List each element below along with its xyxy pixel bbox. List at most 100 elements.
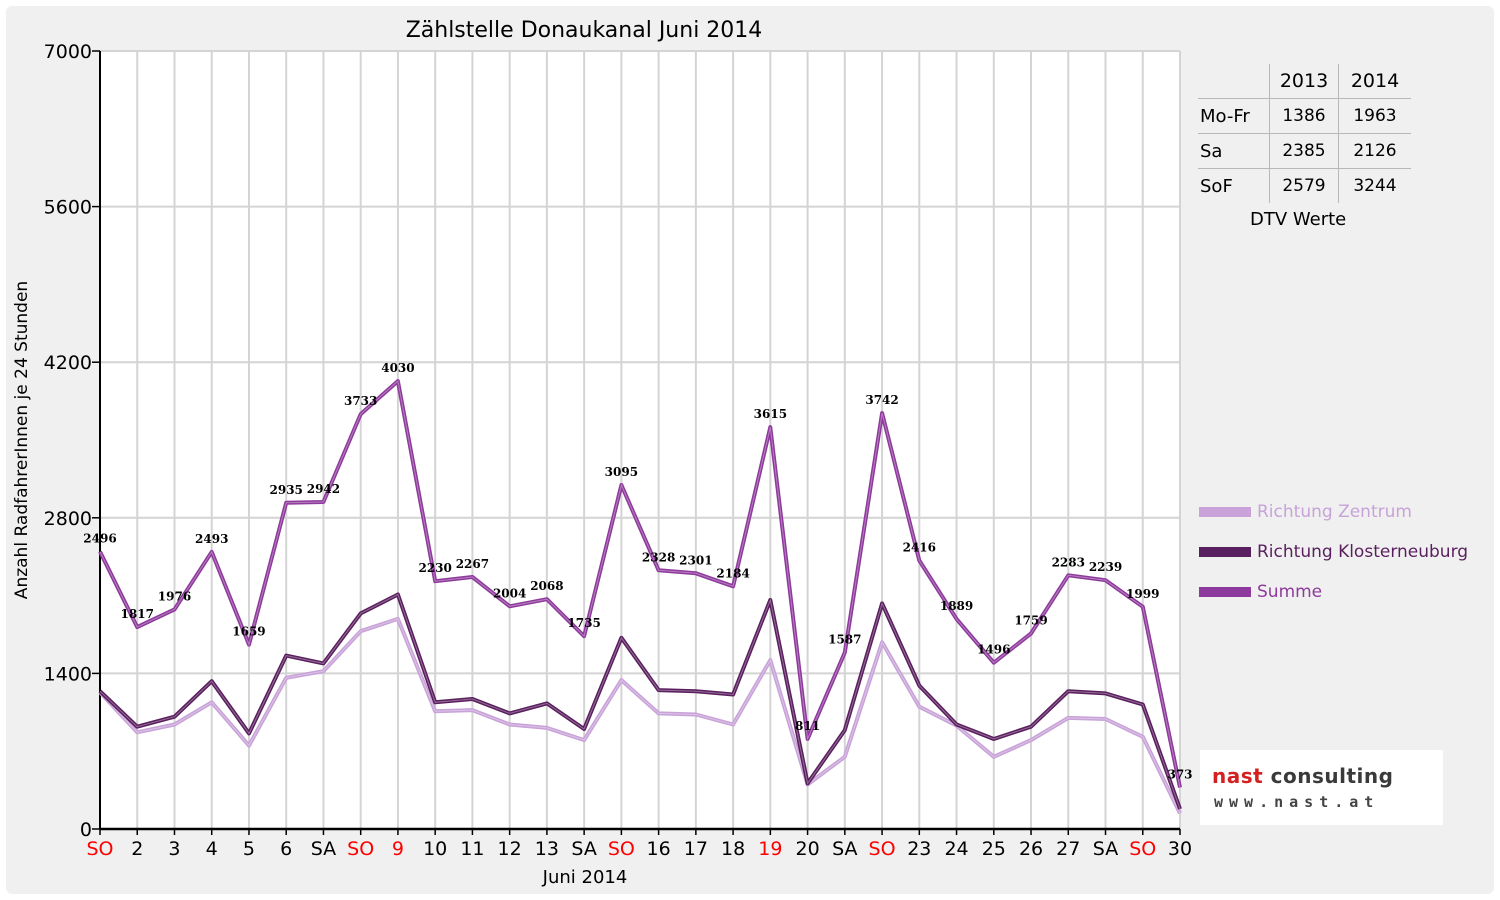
data-label: 1976 bbox=[158, 589, 191, 603]
x-tick-label: 19 bbox=[758, 838, 782, 860]
y-tick-label: 2800 bbox=[44, 508, 92, 530]
data-label: 1889 bbox=[940, 599, 973, 613]
x-tick-label: SA bbox=[311, 838, 336, 860]
legend-item-zentrum: Richtung Zentrum bbox=[1199, 492, 1468, 532]
data-label: 1817 bbox=[121, 607, 154, 621]
logo-name: nast consulting bbox=[1212, 764, 1393, 788]
data-label: 2004 bbox=[493, 586, 526, 600]
y-tick-label: 1400 bbox=[44, 663, 92, 685]
data-label: 2328 bbox=[642, 550, 675, 564]
data-label: 811 bbox=[795, 719, 820, 733]
y-tick-label: 0 bbox=[80, 819, 92, 841]
data-label: 2267 bbox=[456, 557, 489, 571]
data-label: 3733 bbox=[344, 394, 377, 408]
x-tick-label: SO bbox=[1129, 838, 1156, 860]
data-label: 3615 bbox=[754, 407, 787, 421]
x-tick-label: 13 bbox=[535, 838, 559, 860]
x-tick-label: 16 bbox=[647, 838, 671, 860]
dtv-year-2014: 2014 bbox=[1338, 64, 1411, 99]
x-tick-label: 26 bbox=[1019, 838, 1043, 860]
x-tick-label: 10 bbox=[423, 838, 447, 860]
data-label: 1735 bbox=[567, 616, 600, 630]
x-tick-label: 4 bbox=[206, 838, 218, 860]
data-label: 2184 bbox=[716, 566, 749, 580]
dtv-year-2013: 2013 bbox=[1269, 64, 1339, 99]
data-label: 2935 bbox=[270, 483, 303, 497]
y-tick-label: 4200 bbox=[44, 352, 92, 374]
data-label: 2301 bbox=[679, 553, 712, 567]
data-label: 2230 bbox=[418, 561, 451, 575]
data-labels: 2496 1817 1976 2493 1659 2935 2942 3733 4030 2230… bbox=[83, 361, 1192, 781]
legend-swatch bbox=[1199, 547, 1251, 557]
legend-item-summe: Summe bbox=[1199, 572, 1468, 612]
data-label: 2496 bbox=[83, 532, 116, 546]
series bbox=[98, 379, 1182, 815]
dtv-row-label: Sa bbox=[1198, 133, 1270, 169]
dtv-cell: 1386 bbox=[1269, 98, 1339, 134]
logo-name-part1: nast bbox=[1212, 764, 1264, 788]
x-tick-label: SO bbox=[347, 838, 374, 860]
data-label: 2239 bbox=[1089, 560, 1122, 574]
x-tick-label: SO bbox=[869, 838, 896, 860]
x-tick-label: 27 bbox=[1056, 838, 1080, 860]
x-tick-label: SA bbox=[832, 838, 857, 860]
data-label: 2283 bbox=[1052, 555, 1085, 569]
x-tick-label: SO bbox=[608, 838, 635, 860]
x-tick-label: 3 bbox=[168, 838, 180, 860]
dtv-row-label: SoF bbox=[1198, 168, 1270, 203]
x-tick-label: 12 bbox=[498, 838, 522, 860]
data-label: 1999 bbox=[1126, 587, 1159, 601]
dtv-table: 2013 2014 Mo-Fr 1386 1963 Sa 2385 2126 S… bbox=[1198, 64, 1411, 203]
data-label: 2493 bbox=[195, 532, 228, 546]
x-tick-label: 20 bbox=[795, 838, 819, 860]
series-line-highlight-2 bbox=[99, 380, 1181, 788]
legend-label: Summe bbox=[1257, 582, 1323, 602]
data-label: 1496 bbox=[977, 643, 1010, 657]
x-tick-label: 25 bbox=[982, 838, 1006, 860]
series-line-0 bbox=[98, 616, 1182, 815]
data-label: 1587 bbox=[828, 633, 861, 647]
legend-item-klosterneuburg: Richtung Klosterneuburg bbox=[1199, 532, 1468, 572]
x-axis-title: Juni 2014 bbox=[542, 867, 628, 888]
dtv-cell: 1963 bbox=[1338, 98, 1411, 134]
dtv-row-mofr: Mo-Fr 1386 1963 bbox=[1198, 98, 1411, 134]
series-line-highlight-1 bbox=[99, 593, 1181, 810]
plot-area bbox=[100, 51, 1180, 829]
dtv-header-row: 2013 2014 bbox=[1198, 64, 1411, 99]
series-line-highlight-0 bbox=[99, 618, 1181, 814]
dtv-cell: 2126 bbox=[1338, 133, 1411, 169]
series-line-2 bbox=[98, 379, 1182, 788]
dtv-cell: 3244 bbox=[1353, 176, 1397, 196]
data-label: 3095 bbox=[605, 465, 638, 479]
x-tick-label: 30 bbox=[1168, 838, 1192, 860]
legend-swatch bbox=[1199, 507, 1251, 517]
x-tick-label: 6 bbox=[280, 838, 292, 860]
y-tick-label: 7000 bbox=[44, 41, 92, 63]
x-tick-label: 5 bbox=[243, 838, 255, 860]
dtv-row-sa: Sa 2385 2126 bbox=[1198, 133, 1411, 169]
x-tick-label: 9 bbox=[392, 838, 404, 860]
x-tick-label: 2 bbox=[131, 838, 143, 860]
legend-swatch bbox=[1199, 587, 1251, 597]
chart-title: Zählstelle Donaukanal Juni 2014 bbox=[406, 18, 763, 43]
dtv-row-label: Mo-Fr bbox=[1198, 98, 1270, 134]
x-tick-label: SA bbox=[571, 838, 596, 860]
logo-url: www.nast.at bbox=[1214, 793, 1380, 811]
data-label: 1659 bbox=[232, 625, 265, 639]
data-label: 4030 bbox=[381, 361, 414, 375]
data-label: 2068 bbox=[530, 579, 563, 593]
x-tick-label: 23 bbox=[907, 838, 931, 860]
data-label: 1759 bbox=[1014, 613, 1047, 627]
y-axis-title: Anzahl RadfahrerInnen je 24 Stunden bbox=[12, 281, 32, 599]
company-logo: nast consulting www.nast.at bbox=[1200, 750, 1443, 825]
series-line-1 bbox=[98, 592, 1182, 810]
dtv-corner bbox=[1198, 64, 1270, 99]
x-tick-label: 11 bbox=[460, 838, 484, 860]
data-label: 2942 bbox=[307, 482, 340, 496]
dtv-cell: 2579 bbox=[1269, 168, 1339, 203]
x-tick-label: 24 bbox=[944, 838, 968, 860]
grid bbox=[100, 50, 1181, 829]
legend: Richtung Zentrum Richtung Klosterneuburg… bbox=[1199, 492, 1468, 612]
